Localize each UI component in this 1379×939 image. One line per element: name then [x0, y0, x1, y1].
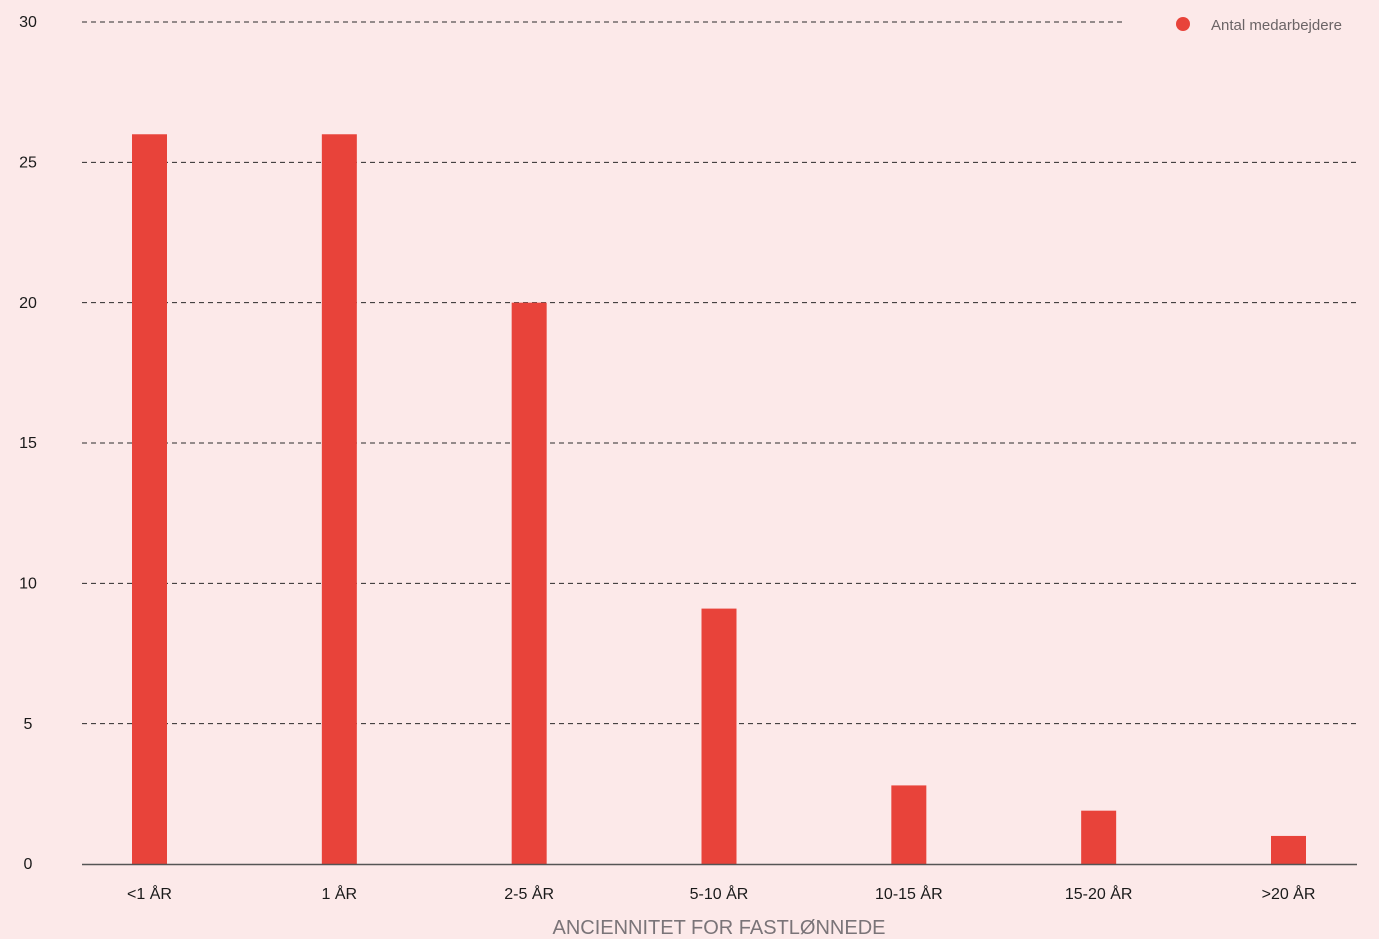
legend: Antal medarbejdere: [1176, 17, 1342, 34]
bar: [701, 608, 737, 864]
legend-marker: [1176, 17, 1190, 31]
x-tick-label: >20 ÅR: [1262, 884, 1316, 903]
x-axis-title: ANCIENNITET FOR FASTLØNNEDE: [552, 917, 885, 939]
bar: [321, 134, 357, 864]
bar: [1271, 835, 1306, 864]
grid-lines: [82, 21, 1357, 725]
y-tick-label: 0: [24, 856, 33, 873]
x-tick-label: 15-20 ÅR: [1065, 884, 1133, 903]
y-tick-label: 25: [19, 155, 37, 172]
bar: [511, 302, 547, 865]
x-tick-label: <1 ÅR: [127, 884, 172, 903]
y-axis-tick-labels: 0 5 10 15 20 25 30: [19, 14, 37, 873]
bar: [132, 134, 167, 864]
y-tick-label: 30: [19, 14, 37, 31]
bar: [891, 785, 927, 864]
x-tick-label: 1 ÅR: [322, 884, 358, 903]
y-tick-label: 10: [19, 576, 37, 593]
bar: [1081, 810, 1117, 864]
y-tick-label: 5: [24, 716, 33, 733]
y-tick-label: 20: [19, 295, 37, 312]
bars: [132, 134, 1306, 865]
x-tick-label: 2-5 ÅR: [504, 884, 554, 903]
x-tick-label: 5-10 ÅR: [690, 884, 749, 903]
x-axis-tick-labels: <1 ÅR 1 ÅR 2-5 ÅR 5-10 ÅR 10-15 ÅR 15-20 ÅR >2…: [127, 884, 1315, 903]
y-tick-label: 15: [19, 435, 37, 452]
x-tick-label: 10-15 ÅR: [875, 884, 943, 903]
legend-label: Antal medarbejdere: [1211, 17, 1342, 34]
